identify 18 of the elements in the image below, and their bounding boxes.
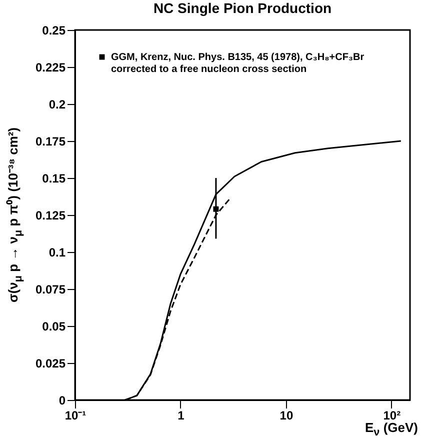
x-axis-title: E$_{ν}$ (GeV) xyxy=(365,420,418,439)
y-tick-label: 0.1 xyxy=(48,246,66,260)
x-tick-label: 10⁻¹ xyxy=(64,408,86,422)
y-tick-label: 0.025 xyxy=(35,356,66,370)
chart-title: NC Single Pion Production xyxy=(153,0,332,16)
x-tick-label: 10² xyxy=(383,408,401,422)
x-tick-label: 1 xyxy=(178,408,185,422)
y-tick-label: 0.2 xyxy=(48,98,66,112)
y-tick-label: 0.125 xyxy=(35,208,66,222)
y-tick-label: 0.225 xyxy=(35,60,66,74)
y-tick-label: 0.25 xyxy=(42,24,66,38)
y-tick-label: 0.15 xyxy=(42,172,66,186)
x-tick-label: 10 xyxy=(280,408,294,422)
y-tick-label: 0.05 xyxy=(42,320,66,334)
y-tick-label: 0 xyxy=(58,394,66,408)
legend-label: GGM, Krenz, Nuc. Phys. B135, 45 (1978), C₃H₈+CF₃Br corrected to a free nucleon cross section xyxy=(111,52,364,75)
y-tick-label: 0.175 xyxy=(35,134,66,148)
y-tick-label: 0.075 xyxy=(35,282,66,296)
